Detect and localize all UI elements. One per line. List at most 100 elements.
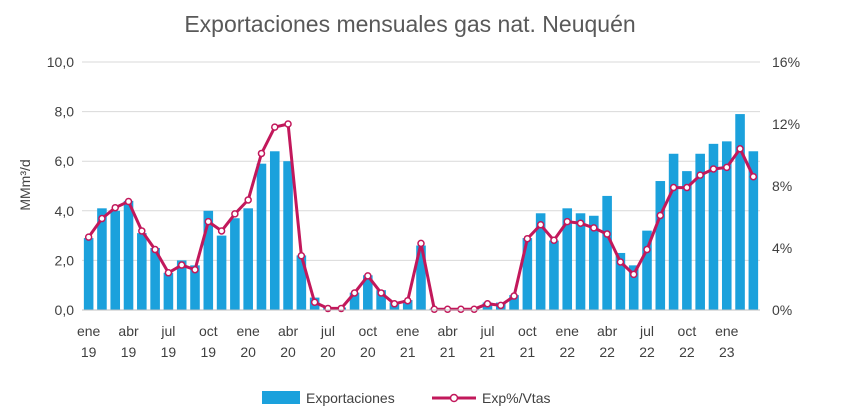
x-tick-year: 20 bbox=[280, 344, 296, 360]
line-point bbox=[590, 224, 598, 232]
line-point bbox=[98, 214, 106, 223]
x-tick-month: oct bbox=[678, 323, 697, 339]
x-tick-month: abr bbox=[597, 323, 618, 339]
line-point bbox=[364, 272, 372, 280]
line-point bbox=[643, 245, 651, 254]
x-tick-year: 20 bbox=[360, 344, 376, 360]
line-point bbox=[138, 227, 146, 235]
line-point bbox=[723, 163, 731, 172]
line-point bbox=[377, 289, 385, 297]
bar bbox=[562, 208, 573, 310]
x-tick-year: 19 bbox=[201, 344, 217, 360]
line-point bbox=[470, 305, 478, 313]
line-point bbox=[350, 289, 359, 297]
x-tick-year: 20 bbox=[320, 344, 336, 360]
line-series bbox=[84, 120, 758, 313]
y-tick-label: 6,0 bbox=[55, 153, 75, 169]
chart-title: Exportaciones mensuales gas nat. Neuquén bbox=[184, 11, 635, 37]
x-tick-year: 19 bbox=[161, 344, 177, 360]
legend-label-exportaciones: Exportaciones bbox=[306, 390, 395, 406]
y-tick-label: 2,0 bbox=[55, 252, 75, 268]
legend-label-exp-vtas: Exp%/Vtas bbox=[482, 390, 550, 406]
bar bbox=[575, 213, 586, 310]
line-point bbox=[111, 203, 119, 212]
bar bbox=[163, 272, 174, 310]
bar bbox=[535, 213, 546, 310]
line-point bbox=[510, 292, 518, 300]
line-point bbox=[497, 301, 505, 310]
bar bbox=[509, 295, 519, 310]
line-point bbox=[417, 239, 425, 248]
line-point bbox=[177, 261, 186, 269]
x-tick-year: 21 bbox=[400, 344, 416, 360]
bar bbox=[748, 151, 759, 310]
line-point bbox=[403, 296, 412, 305]
bar bbox=[721, 141, 732, 310]
line-point bbox=[257, 149, 266, 158]
x-tick-month: oct bbox=[358, 323, 377, 339]
x-tick-month: jul bbox=[639, 323, 654, 339]
x-tick-month: abr bbox=[278, 323, 299, 339]
x-tick-year: 22 bbox=[599, 344, 615, 360]
bar bbox=[602, 195, 612, 310]
bar bbox=[296, 255, 307, 310]
x-tick-month: jul bbox=[320, 323, 335, 339]
line-point bbox=[523, 234, 532, 243]
line-point bbox=[696, 171, 704, 179]
bar bbox=[363, 275, 373, 310]
line-point bbox=[457, 305, 465, 313]
bar bbox=[628, 265, 639, 310]
bar bbox=[416, 245, 426, 310]
axes: 0,0 2,0 4,0 6,0 8,0 10,0 0% 4% 8% 12% 16% ene 19 abr 1… bbox=[47, 54, 800, 360]
line-point bbox=[310, 298, 319, 306]
line-point bbox=[683, 183, 691, 192]
line-point bbox=[164, 269, 173, 277]
line-point bbox=[124, 197, 133, 206]
line-point bbox=[536, 221, 545, 229]
bar bbox=[642, 230, 652, 310]
x-tick-month: ene bbox=[396, 323, 420, 339]
bar bbox=[176, 260, 187, 310]
bar bbox=[269, 151, 280, 310]
bar bbox=[190, 265, 200, 310]
x-tick-year: 22 bbox=[679, 344, 695, 360]
x-tick-year: 19 bbox=[121, 344, 137, 360]
line-point bbox=[390, 300, 399, 308]
x-tick-month: oct bbox=[199, 323, 218, 339]
bar bbox=[137, 233, 147, 310]
bar bbox=[589, 215, 599, 310]
line-point bbox=[736, 145, 744, 153]
y2-tick-label: 12% bbox=[772, 116, 800, 132]
bar bbox=[615, 252, 626, 310]
bar bbox=[123, 200, 134, 310]
x-tick-month: ene bbox=[715, 323, 739, 339]
x-tick-month: ene bbox=[236, 323, 260, 339]
bar bbox=[655, 181, 666, 310]
x-tick-month: abr bbox=[118, 323, 139, 339]
bar bbox=[216, 235, 227, 310]
line-point bbox=[669, 183, 678, 192]
bar bbox=[243, 208, 253, 310]
line-point bbox=[430, 305, 439, 313]
bar bbox=[150, 248, 160, 310]
bar bbox=[110, 210, 121, 310]
bar bbox=[735, 114, 745, 310]
bar bbox=[283, 161, 293, 310]
bar bbox=[682, 171, 692, 310]
bar bbox=[522, 238, 533, 310]
line-point bbox=[284, 120, 292, 128]
bar bbox=[230, 218, 240, 310]
line-point bbox=[324, 304, 332, 313]
bar bbox=[83, 238, 94, 310]
legend: Exportaciones Exp%/Vtas bbox=[262, 390, 550, 406]
line-point bbox=[244, 196, 252, 204]
bar bbox=[402, 300, 413, 310]
line-point bbox=[84, 233, 93, 241]
line-point bbox=[550, 236, 558, 244]
line-point bbox=[616, 258, 625, 266]
line-point bbox=[563, 217, 571, 226]
line-point bbox=[337, 304, 345, 313]
line-point bbox=[656, 211, 665, 220]
y2-tick-label: 8% bbox=[772, 178, 792, 194]
